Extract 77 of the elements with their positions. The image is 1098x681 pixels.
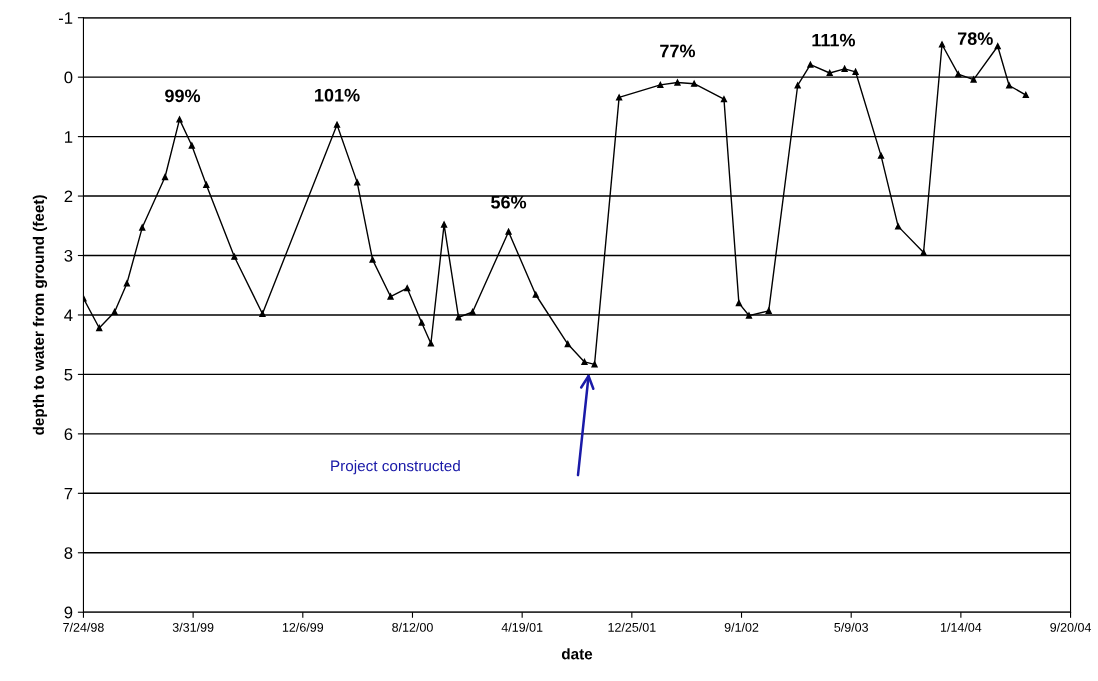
point — [532, 291, 539, 298]
point — [418, 319, 425, 326]
point — [161, 173, 169, 181]
y-tick-label: 4 — [64, 309, 73, 321]
x-tick-label: 9/20/04 — [1050, 622, 1092, 632]
point — [427, 340, 435, 347]
annotation: 101% — [315, 88, 360, 102]
point — [674, 79, 681, 86]
annotation: Project constructed — [331, 460, 460, 475]
point — [1022, 91, 1029, 99]
point — [455, 314, 462, 321]
point — [735, 299, 743, 307]
point — [111, 308, 118, 316]
point — [505, 228, 512, 235]
y-tick-label: 1 — [65, 131, 73, 143]
point — [877, 152, 885, 159]
point — [807, 61, 814, 68]
point — [176, 116, 183, 123]
point — [895, 223, 902, 230]
y-tick-label: 3 — [64, 249, 73, 262]
y-tick-label: 6 — [64, 428, 73, 441]
point — [1006, 82, 1013, 89]
point — [231, 253, 238, 260]
point — [404, 285, 411, 292]
point — [591, 361, 598, 368]
point — [841, 65, 848, 72]
x-tick-label: 3/31/99 — [172, 622, 214, 632]
point — [720, 96, 728, 103]
point — [794, 82, 801, 89]
y-tick-label: 0 — [64, 71, 73, 84]
annotation: 99% — [165, 89, 201, 103]
point — [826, 69, 833, 77]
y-tick-label: 7 — [64, 487, 73, 500]
x-tick-label: 4/19/01 — [501, 622, 543, 632]
annotation: 111% — [812, 33, 856, 47]
y-tick-label: 2 — [64, 190, 73, 203]
x-tick-label: 8/12/00 — [392, 622, 433, 632]
point — [765, 307, 772, 314]
point — [938, 41, 946, 48]
point — [920, 249, 927, 256]
y-tick-label: -1 — [58, 12, 73, 24]
y-tick-label: 8 — [64, 547, 73, 559]
point — [96, 324, 103, 332]
x-tick-label: 1/14/04 — [940, 622, 982, 632]
point — [581, 358, 588, 366]
x-tick-label: 12/6/99 — [282, 622, 324, 632]
point — [691, 80, 698, 87]
x-tick-label: 5/9/03 — [834, 622, 869, 632]
point — [564, 340, 571, 348]
point — [139, 224, 146, 231]
point — [852, 68, 859, 75]
point — [188, 142, 195, 149]
point — [955, 71, 962, 78]
point — [440, 221, 448, 228]
x-tick-label: 9/1/02 — [724, 622, 759, 632]
x-tick-label: 12/25/01 — [608, 622, 656, 632]
x-tick-label: 7/24/98 — [63, 622, 104, 632]
x-axis-title: date — [561, 648, 593, 660]
point — [387, 293, 394, 300]
point — [123, 280, 131, 287]
point — [994, 43, 1001, 50]
point — [369, 256, 376, 263]
annotation: 77% — [660, 44, 696, 58]
point — [333, 121, 341, 128]
y-axis-title: depth to water from ground (feet) — [32, 195, 48, 435]
point — [657, 81, 664, 89]
point — [354, 179, 361, 186]
point — [745, 312, 753, 319]
point — [469, 308, 476, 316]
annotation: 56% — [491, 195, 527, 209]
y-tick-label: 5 — [64, 368, 73, 381]
point — [259, 310, 266, 317]
y-tick-label: 9 — [64, 606, 73, 619]
point — [970, 76, 977, 83]
point — [203, 181, 210, 188]
annotation: 78% — [957, 32, 993, 46]
point — [615, 94, 623, 101]
